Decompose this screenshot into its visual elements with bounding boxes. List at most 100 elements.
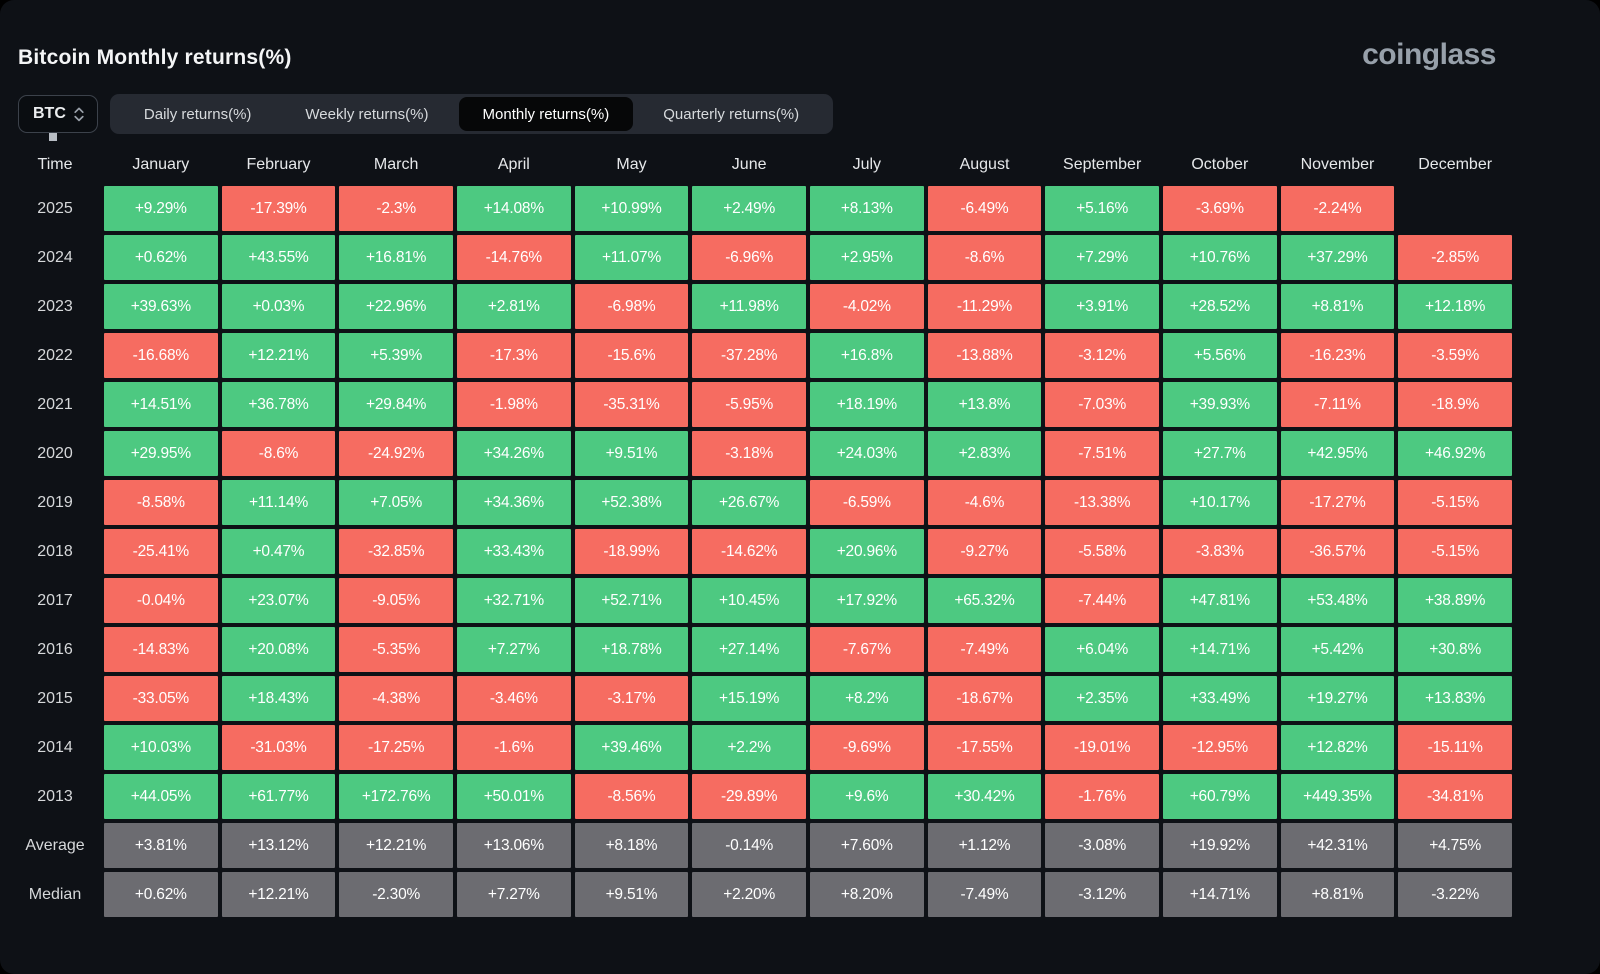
return-cell: -14.76% bbox=[456, 235, 571, 280]
return-cell: +13.06% bbox=[456, 823, 571, 868]
return-cell: +43.55% bbox=[221, 235, 336, 280]
return-cell: -17.25% bbox=[339, 725, 453, 770]
return-cell: +30.8% bbox=[1398, 627, 1512, 672]
row-label: 2013 bbox=[37, 787, 73, 805]
return-cell: -6.96% bbox=[692, 235, 806, 280]
return-cell: +28.52% bbox=[1162, 284, 1277, 329]
return-cell: -18.99% bbox=[574, 529, 689, 574]
return-cell: -4.02% bbox=[809, 284, 924, 329]
return-cell: +38.89% bbox=[1398, 578, 1512, 623]
return-cell: +15.19% bbox=[692, 676, 806, 721]
return-cell: +2.35% bbox=[1045, 676, 1159, 721]
tab-weekly-returns[interactable]: Weekly returns(%) bbox=[281, 97, 452, 131]
return-cell: -8.6% bbox=[927, 235, 1042, 280]
return-cell: -7.51% bbox=[1045, 431, 1159, 476]
return-cell: -7.49% bbox=[927, 627, 1042, 672]
return-cell: -19.01% bbox=[1045, 725, 1159, 770]
col-header-month: June bbox=[731, 156, 767, 173]
return-cell: +2.95% bbox=[809, 235, 924, 280]
return-cell: +34.26% bbox=[456, 431, 571, 476]
return-cell: -29.89% bbox=[692, 774, 806, 819]
tab-daily-returns[interactable]: Daily returns(%) bbox=[120, 97, 276, 131]
return-cell: -0.14% bbox=[692, 823, 806, 868]
return-cell: +7.29% bbox=[1045, 235, 1159, 280]
symbol-select[interactable]: BTC bbox=[18, 95, 98, 133]
row-label: 2022 bbox=[37, 346, 73, 364]
col-header-month: November bbox=[1300, 156, 1375, 173]
return-cell: -36.57% bbox=[1280, 529, 1395, 574]
return-cell: -3.18% bbox=[692, 431, 806, 476]
return-cell: +7.27% bbox=[456, 627, 571, 672]
return-cell: -14.62% bbox=[692, 529, 806, 574]
return-cell: -13.88% bbox=[927, 333, 1042, 378]
return-cell: +2.20% bbox=[692, 872, 806, 917]
row-label: 2018 bbox=[37, 542, 73, 560]
return-cell: -3.46% bbox=[456, 676, 571, 721]
return-cell: -33.05% bbox=[104, 676, 218, 721]
return-cell: -7.03% bbox=[1045, 382, 1159, 427]
tab-monthly-returns[interactable]: Monthly returns(%) bbox=[458, 97, 634, 131]
return-cell: +2.81% bbox=[456, 284, 571, 329]
coinglass-logo: coinglass bbox=[1362, 38, 1496, 71]
return-cell: +8.81% bbox=[1280, 284, 1395, 329]
return-cell: -3.59% bbox=[1398, 333, 1512, 378]
return-cell: -17.55% bbox=[927, 725, 1042, 770]
return-cell: +14.08% bbox=[456, 186, 571, 231]
return-cell: +8.20% bbox=[809, 872, 924, 917]
col-header-month: January bbox=[132, 156, 190, 173]
return-cell: -7.49% bbox=[927, 872, 1042, 917]
row-label: 2015 bbox=[37, 689, 73, 707]
return-cell: +13.12% bbox=[221, 823, 336, 868]
return-cell: +53.48% bbox=[1280, 578, 1395, 623]
tab-quarterly-returns[interactable]: Quarterly returns(%) bbox=[639, 97, 823, 131]
updown-caret-icon bbox=[73, 106, 85, 123]
row-label: Median bbox=[28, 885, 82, 903]
return-cell: -2.85% bbox=[1398, 235, 1512, 280]
return-cell: -6.98% bbox=[574, 284, 689, 329]
return-cell: +37.29% bbox=[1280, 235, 1395, 280]
return-cell: +47.81% bbox=[1162, 578, 1277, 623]
return-cell: -7.11% bbox=[1280, 382, 1395, 427]
return-cell: +7.05% bbox=[339, 480, 453, 525]
return-cell: -11.29% bbox=[927, 284, 1042, 329]
return-cell: -1.6% bbox=[456, 725, 571, 770]
row-label: 2023 bbox=[37, 297, 73, 315]
return-cell: +10.03% bbox=[104, 725, 218, 770]
return-cell: -6.59% bbox=[809, 480, 924, 525]
col-header-month: August bbox=[959, 156, 1010, 173]
return-cell: +20.08% bbox=[221, 627, 336, 672]
return-cell: +5.16% bbox=[1045, 186, 1159, 231]
return-cell: +18.19% bbox=[809, 382, 924, 427]
return-cell: -2.24% bbox=[1280, 186, 1395, 231]
col-header-month: December bbox=[1418, 156, 1493, 173]
return-cell: -3.22% bbox=[1398, 872, 1512, 917]
return-cell: +16.81% bbox=[339, 235, 453, 280]
return-cell: +1.12% bbox=[927, 823, 1042, 868]
return-cell: +4.75% bbox=[1398, 823, 1512, 868]
return-cell: +9.51% bbox=[574, 431, 689, 476]
return-cell: -13.38% bbox=[1045, 480, 1159, 525]
return-cell: +14.71% bbox=[1162, 872, 1277, 917]
return-cell: -31.03% bbox=[221, 725, 336, 770]
page-header: Bitcoin Monthly returns(%) coinglass bbox=[0, 0, 1600, 70]
row-label: Average bbox=[25, 836, 85, 854]
return-cell: +42.31% bbox=[1280, 823, 1395, 868]
return-cell: +52.38% bbox=[574, 480, 689, 525]
return-cell: -15.11% bbox=[1398, 725, 1512, 770]
return-cell: -8.56% bbox=[574, 774, 689, 819]
return-cell: -35.31% bbox=[574, 382, 689, 427]
return-cell: -3.12% bbox=[1045, 333, 1159, 378]
return-cell: +9.29% bbox=[104, 186, 218, 231]
return-cell: +11.98% bbox=[692, 284, 806, 329]
return-cell: +22.96% bbox=[339, 284, 453, 329]
return-cell: +172.76% bbox=[339, 774, 453, 819]
return-cell: +23.07% bbox=[221, 578, 336, 623]
return-cell: -5.58% bbox=[1045, 529, 1159, 574]
return-cell: +30.42% bbox=[927, 774, 1042, 819]
return-cell: +52.71% bbox=[574, 578, 689, 623]
row-label: 2017 bbox=[37, 591, 73, 609]
row-label: 2025 bbox=[37, 199, 73, 217]
return-cell: +24.03% bbox=[809, 431, 924, 476]
return-cell: +0.62% bbox=[104, 235, 218, 280]
col-header-time: Time bbox=[37, 156, 73, 173]
